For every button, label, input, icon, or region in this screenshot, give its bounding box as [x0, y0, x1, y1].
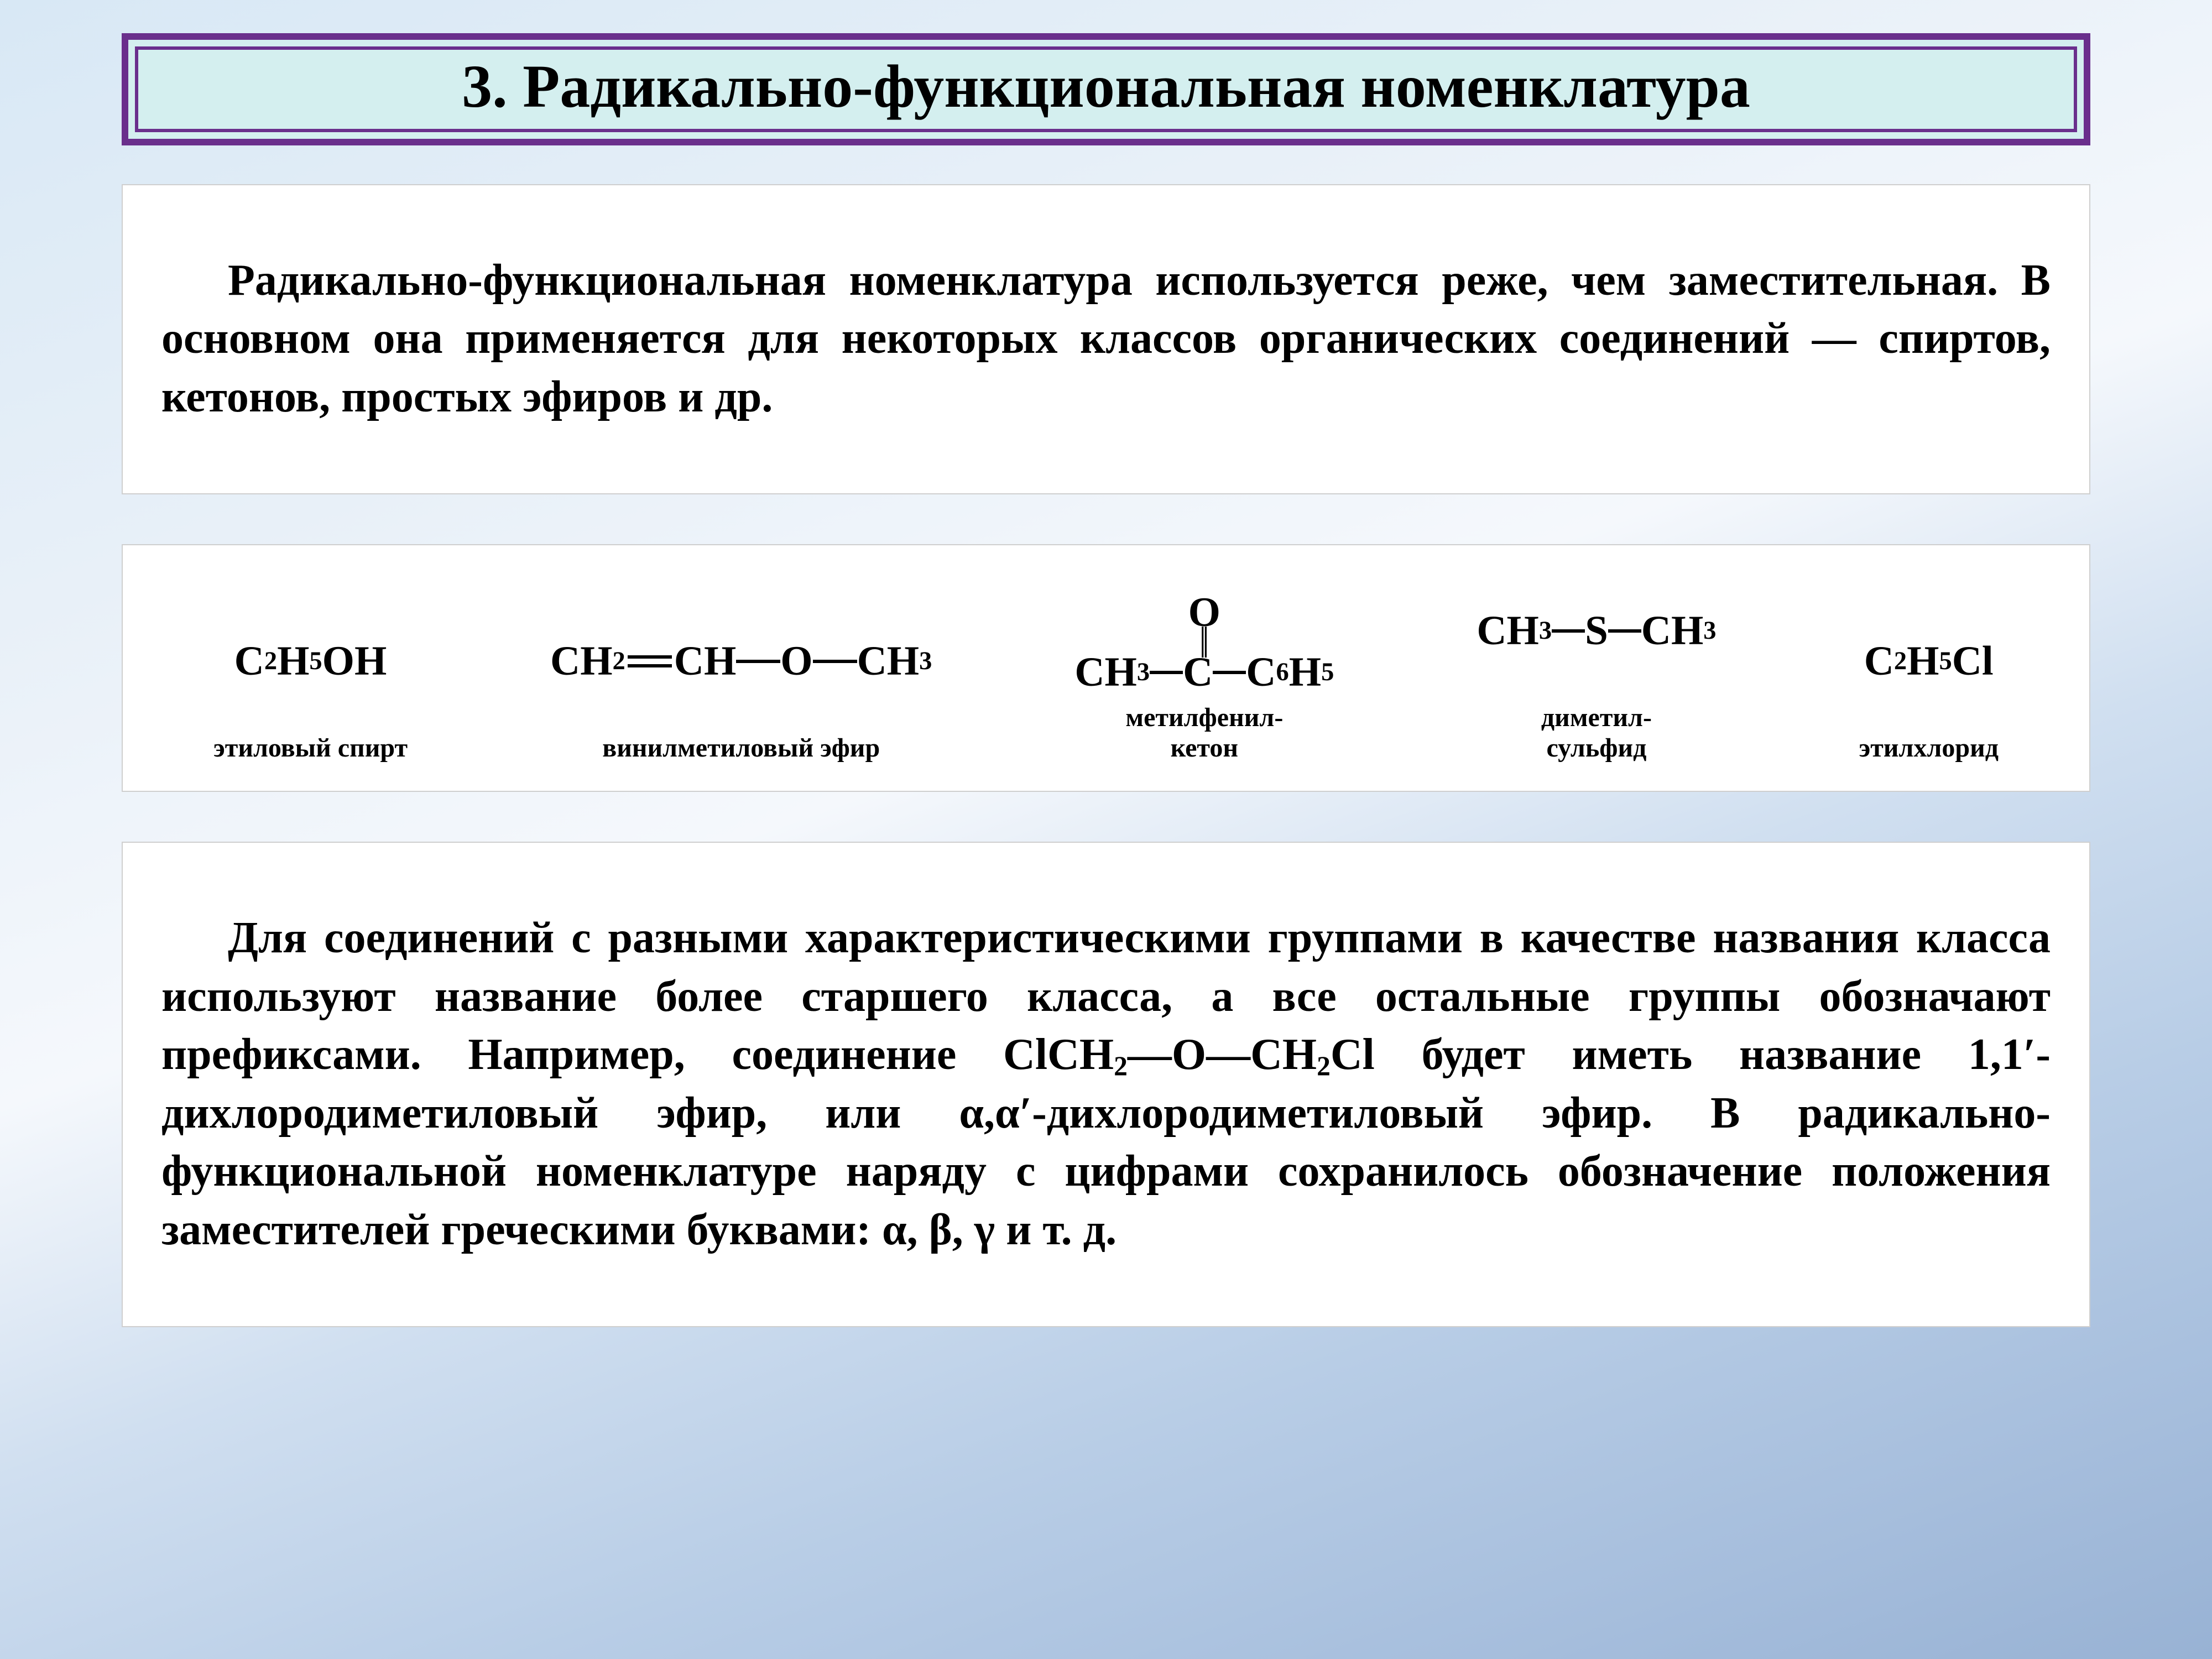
compound-name: этиловый спирт: [213, 733, 408, 763]
compound-name: винилметиловый эфир: [602, 733, 880, 763]
compound-name: метилфенил-кетон: [1125, 702, 1283, 763]
compound-formula: C2H5OH: [234, 603, 387, 719]
top-paragraph-panel: Радикально-функциональная номенклатура и…: [122, 184, 2090, 494]
compound-formula: CH3SCH3: [1477, 573, 1716, 689]
compound-name: диметил-сульфид: [1541, 702, 1652, 763]
formulas-panel: C2H5OH этиловый спирт CH2CHOCH3 винилмет…: [122, 544, 2090, 792]
top-paragraph: Радикально-функциональная номенклатура и…: [161, 252, 2051, 427]
formulas-row: C2H5OH этиловый спирт CH2CHOCH3 винилмет…: [150, 573, 2062, 769]
compound-formula: O ‖ CH3CC6H5: [1074, 573, 1334, 689]
slide: 3. Радикально-функциональная номенклатур…: [0, 0, 2212, 1659]
compound-name: этилхлорид: [1859, 733, 1999, 763]
bottom-paragraph: Для соединений с разными характеристичес…: [161, 909, 2051, 1260]
compound-formula: CH2CHOCH3: [550, 603, 932, 719]
compound-ethyl-chloride: C2H5Cl этилхлорид: [1859, 603, 1999, 763]
compound-dimethyl-sulfide: CH3SCH3 диметил-сульфид: [1477, 573, 1716, 763]
compound-formula: C2H5Cl: [1864, 603, 1994, 719]
title-box: 3. Радикально-функциональная номенклатур…: [122, 33, 2090, 145]
compound-vinyl-methyl-ether: CH2CHOCH3 винилметиловый эфир: [550, 603, 932, 763]
compound-ethyl-alcohol: C2H5OH этиловый спирт: [213, 603, 408, 763]
slide-title: 3. Радикально-функциональная номенклатур…: [150, 54, 2062, 119]
bottom-paragraph-panel: Для соединений с разными характеристичес…: [122, 842, 2090, 1327]
compound-methyl-phenyl-ketone: O ‖ CH3CC6H5 метилфенил-кетон: [1074, 573, 1334, 763]
